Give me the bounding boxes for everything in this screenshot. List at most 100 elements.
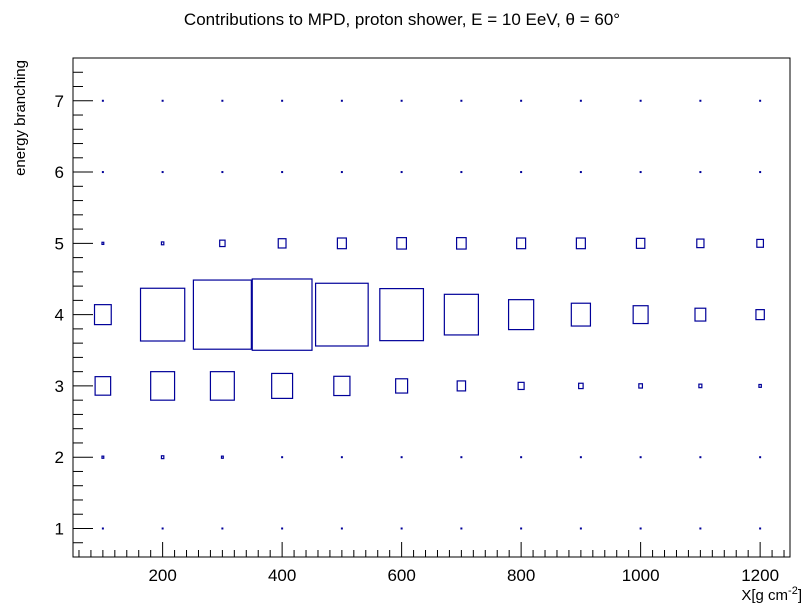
box-mark [520, 456, 523, 459]
box-mark [340, 456, 343, 459]
box-mark [460, 99, 463, 102]
box-mark [507, 299, 535, 331]
box-mark [221, 527, 224, 530]
box-mark [101, 241, 105, 246]
box-mark [517, 381, 525, 391]
x-tick-label: 600 [387, 566, 415, 585]
box-mark [520, 527, 523, 530]
box-mark [638, 383, 644, 389]
box-mark [336, 237, 347, 250]
box-mark [460, 456, 463, 459]
box-mark [400, 99, 403, 102]
box-mark [579, 527, 582, 530]
box-mark [456, 380, 467, 392]
box-mark [579, 99, 582, 102]
box-mark [220, 455, 224, 459]
box-mark [639, 99, 642, 102]
box-mark [698, 383, 703, 389]
box-mark [639, 171, 642, 174]
box-mark [400, 456, 403, 459]
y-tick-label: 7 [55, 92, 64, 111]
box-mark [139, 287, 186, 342]
box-mark [759, 527, 762, 530]
box-mark [578, 382, 584, 390]
y-tick-label: 2 [55, 448, 64, 467]
box-mark [161, 171, 164, 174]
box-mark [639, 527, 642, 530]
box-mark [221, 99, 224, 102]
x-tick-label: 800 [507, 566, 535, 585]
box-mark [340, 527, 343, 530]
box-mark [314, 282, 369, 347]
box-mark [101, 171, 104, 174]
box-mark [520, 99, 523, 102]
x-tick-label: 200 [148, 566, 176, 585]
box-mark [759, 171, 762, 174]
box-mark [93, 304, 112, 326]
box-mark [277, 238, 287, 249]
box-mark [101, 527, 104, 530]
box-mark [460, 527, 463, 530]
box-mark [379, 288, 425, 342]
box-mark [579, 456, 582, 459]
box-mark [696, 238, 705, 249]
box-mark [455, 237, 467, 250]
x-tick-label: 1200 [741, 566, 779, 585]
chart-title: Contributions to MPD, proton shower, E =… [183, 10, 621, 29]
box-mark [699, 527, 702, 530]
box-mark [699, 171, 702, 174]
box-mark [575, 237, 586, 250]
box-mark [694, 307, 707, 322]
box-mark [209, 371, 235, 401]
box-mark [635, 237, 646, 249]
box-mark [759, 456, 762, 459]
plot-frame [72, 57, 791, 558]
box-mark [251, 278, 313, 351]
box-mark [340, 171, 343, 174]
box-mark [443, 293, 480, 336]
box-mark [699, 99, 702, 102]
box-mark [281, 527, 284, 530]
box-mark [395, 378, 409, 394]
box-mark [219, 239, 226, 248]
box-mark [699, 456, 702, 459]
box-mark [101, 455, 105, 459]
box-mark [759, 99, 762, 102]
box-mark [520, 171, 523, 174]
box-mark [281, 456, 284, 459]
box-mark [281, 99, 284, 102]
box-mark [570, 302, 592, 327]
box-mark [579, 171, 582, 174]
y-axis-label: energy branching [12, 60, 29, 176]
box-mark [221, 171, 224, 174]
box-mark [160, 455, 165, 460]
box-mark [396, 237, 408, 250]
y-tick-label: 6 [55, 163, 64, 182]
y-tick-label: 3 [55, 377, 64, 396]
box-mark [460, 171, 463, 174]
box-mark [639, 456, 642, 459]
box-mark [150, 371, 176, 401]
y-tick-label: 1 [55, 519, 64, 538]
y-tick-label: 5 [55, 234, 64, 253]
box-mark [161, 99, 164, 102]
box-mark [400, 527, 403, 530]
box-mark [516, 237, 527, 250]
box-mark [400, 171, 403, 174]
box-mark [192, 279, 252, 350]
x-axis-label: X[g cm-2] [741, 585, 802, 604]
box-mark [94, 376, 112, 396]
box-mark [161, 527, 164, 530]
box-mark [281, 171, 284, 174]
box-mark [160, 241, 165, 246]
box-mark [101, 99, 104, 102]
box-mark [333, 375, 351, 397]
x-tick-label: 400 [268, 566, 296, 585]
y-tick-label: 4 [55, 306, 64, 325]
box-mark [755, 309, 765, 321]
x-tick-label: 1000 [622, 566, 660, 585]
box-mark [758, 383, 762, 388]
box-mark [756, 238, 765, 248]
box-mark [271, 372, 294, 399]
